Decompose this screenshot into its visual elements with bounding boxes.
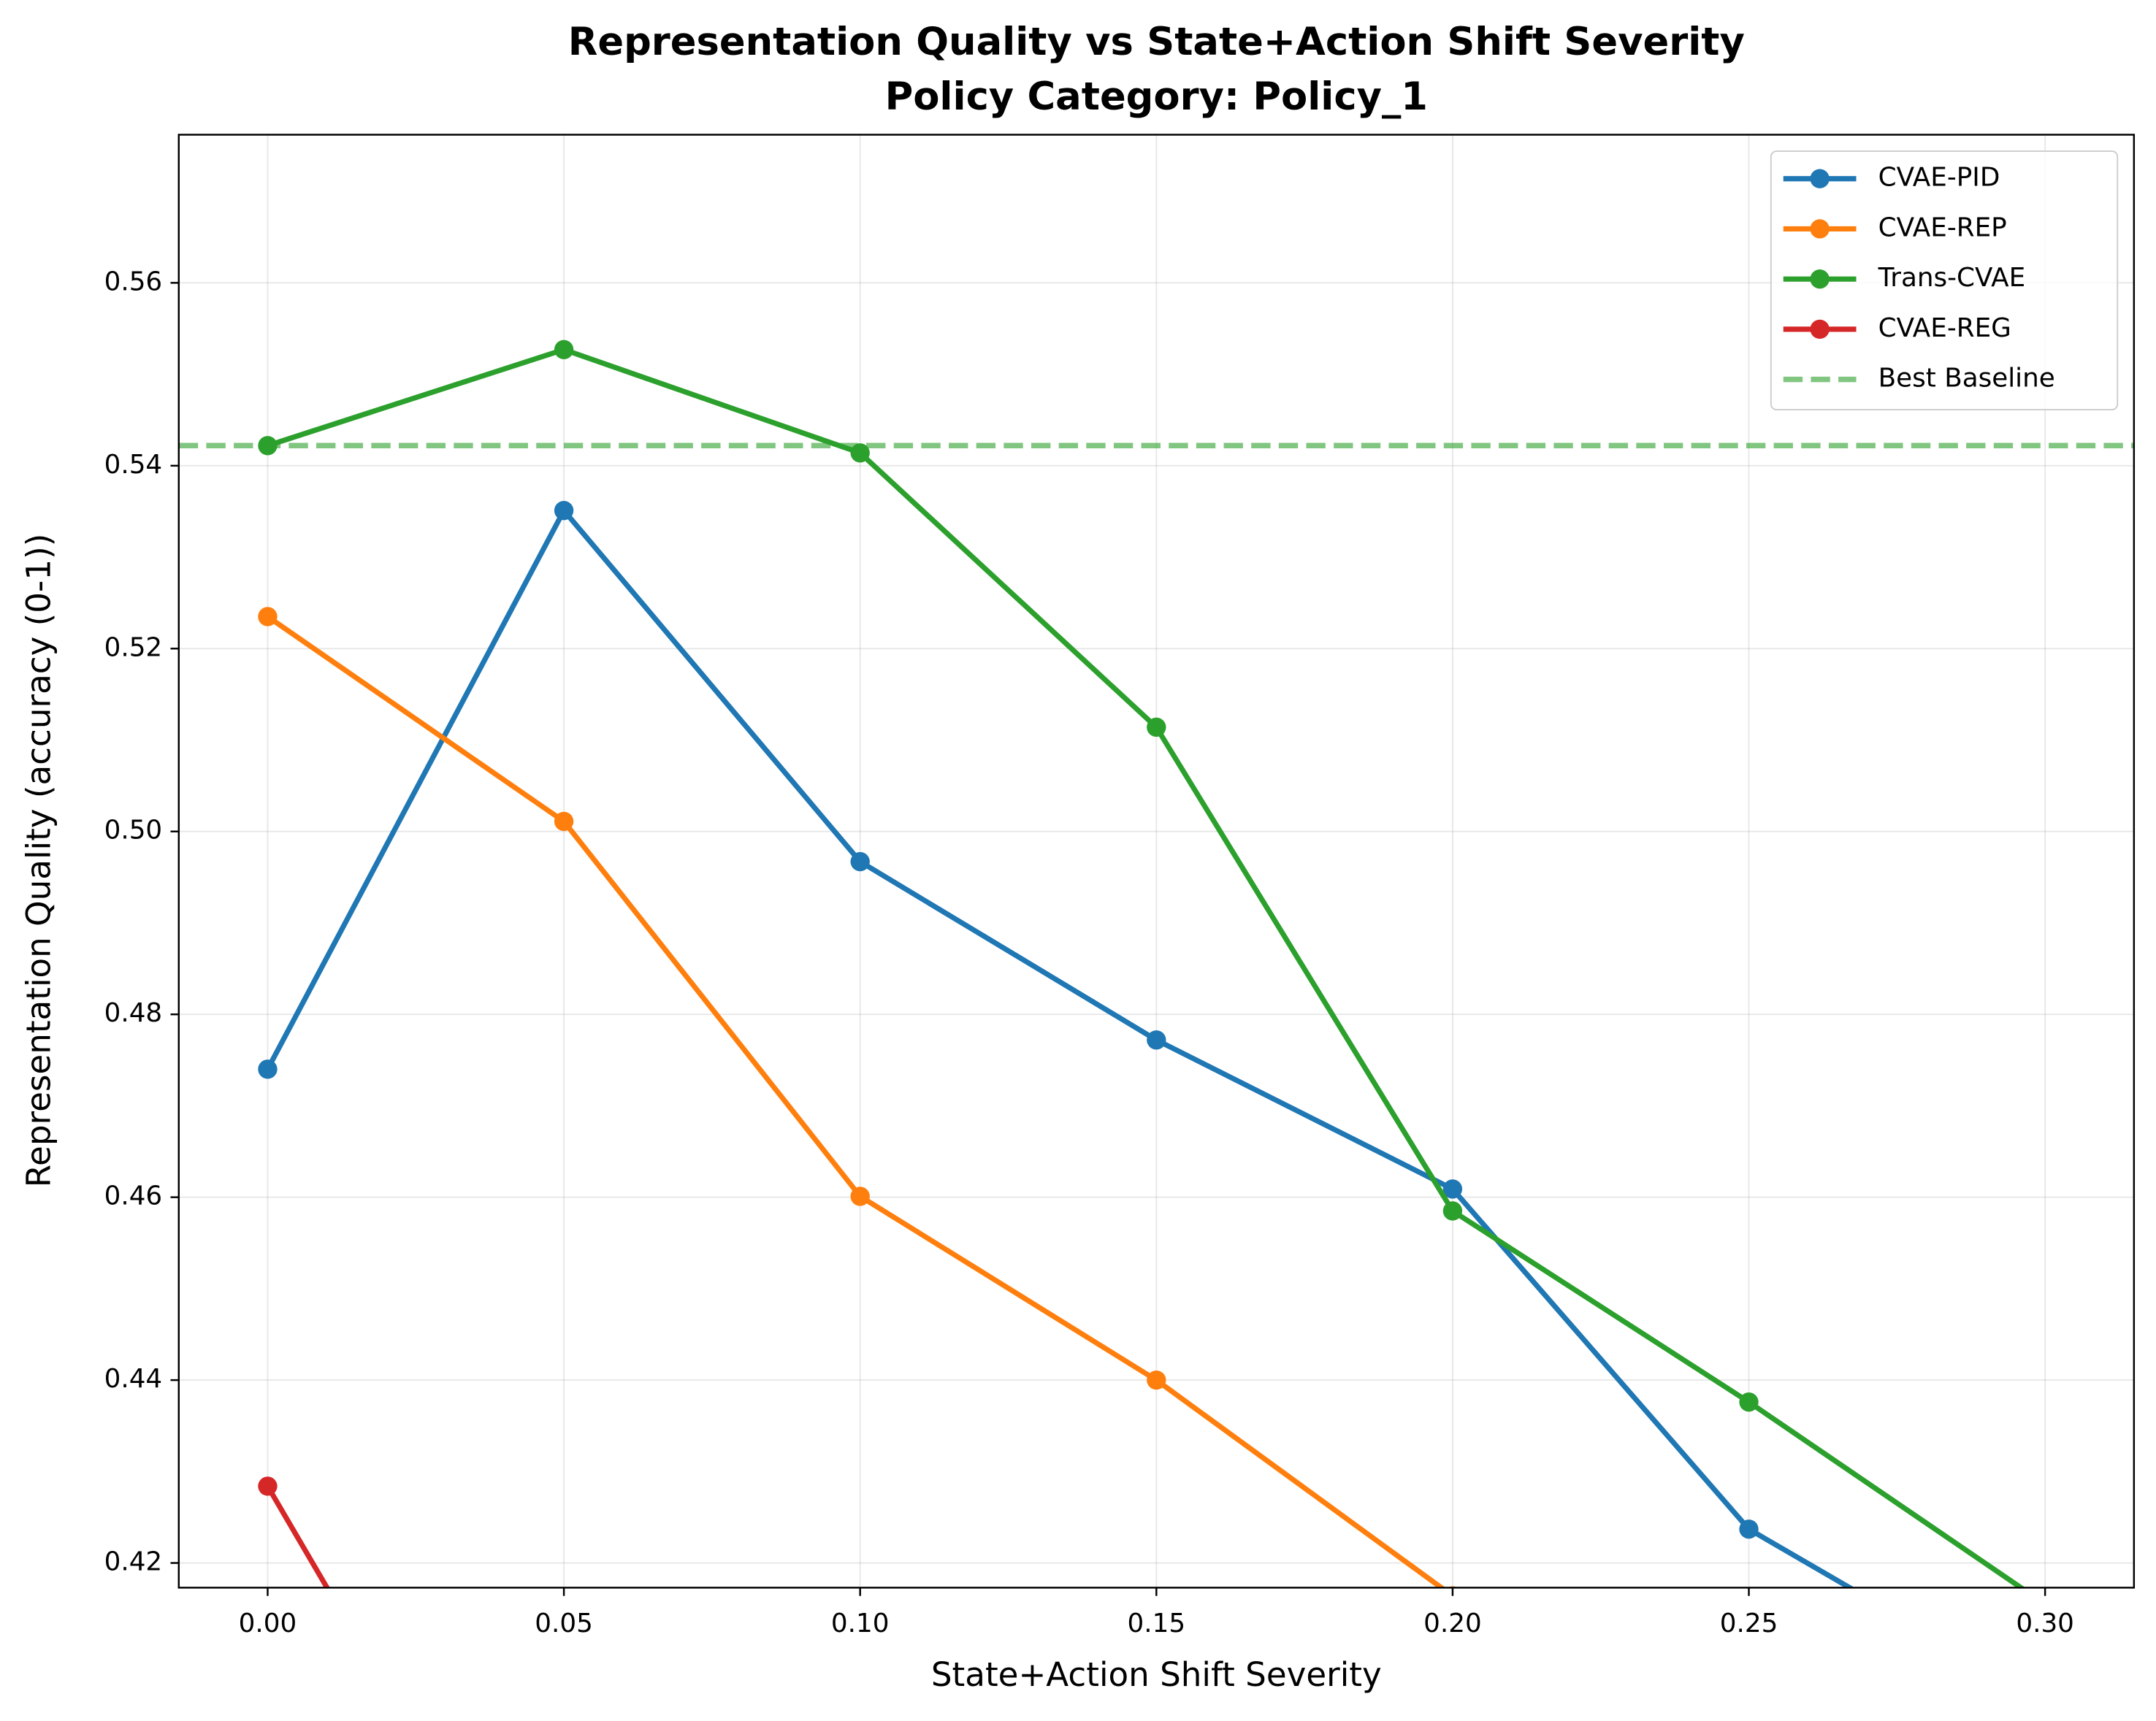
x-tick-label: 0.25 (1720, 1609, 1778, 1638)
legend-marker (1810, 219, 1830, 239)
y-axis-label: Representation Quality (accuracy (0-1)) (20, 534, 58, 1188)
y-tick-label: 0.52 (104, 632, 163, 662)
data-point (1442, 1179, 1463, 1199)
y-tick-label: 0.46 (104, 1181, 163, 1211)
legend-label: Trans-CVAE (1878, 263, 2026, 293)
legend: CVAE-PID CVAE-REP Trans-CVAE CVAE-REG Best B… (1770, 150, 2119, 410)
y-tick-label: 0.44 (104, 1364, 163, 1394)
y-tick-label: 0.48 (104, 998, 163, 1028)
data-point (850, 851, 870, 872)
data-point (1739, 1519, 1759, 1539)
data-point (258, 1059, 278, 1079)
x-axis-label: State+Action Shift Severity (931, 1655, 1382, 1694)
data-point (258, 436, 278, 456)
x-tick-label: 0.05 (535, 1609, 593, 1638)
legend-label: CVAE-REG (1878, 313, 2011, 343)
legend-box (1770, 150, 2119, 410)
legend-label: CVAE-REP (1878, 212, 2007, 242)
data-point (1442, 1201, 1463, 1221)
data-point (850, 1187, 870, 1206)
data-point (1739, 1392, 1759, 1412)
chart-title: Representation Quality vs State+Action S… (568, 20, 1745, 64)
y-tick-label: 0.42 (104, 1547, 163, 1577)
x-tick-label: 0.15 (1128, 1609, 1186, 1638)
y-tick-label: 0.50 (104, 816, 163, 846)
data-point (1147, 1370, 1166, 1390)
data-point (554, 340, 574, 359)
y-tick-label: 0.56 (104, 267, 163, 296)
plot-area (178, 340, 2134, 1710)
data-point (554, 501, 574, 521)
legend-marker (1810, 169, 1830, 188)
data-point (850, 443, 870, 463)
series-line (265, 1484, 330, 1588)
y-tick-label: 0.54 (104, 450, 163, 480)
legend-marker (1810, 269, 1830, 289)
data-point (1147, 1030, 1166, 1050)
x-tick-label: 0.20 (1423, 1609, 1482, 1638)
data-point (2035, 1691, 2054, 1710)
legend-label: CVAE-PID (1878, 163, 2000, 193)
x-tick-label: 0.10 (831, 1609, 890, 1638)
x-tick-label: 0.00 (239, 1609, 297, 1638)
ticks: 0.00 0.05 0.10 0.15 0.20 0.25 0.30 0.42 0.44 0.46… (104, 267, 2074, 1638)
x-tick-label: 0.30 (2016, 1609, 2074, 1638)
grid (178, 134, 2134, 1588)
data-point (258, 1476, 278, 1496)
data-point (554, 811, 574, 832)
chart-subtitle: Policy Category: Policy_1 (885, 74, 1428, 119)
legend-marker (1810, 319, 1830, 340)
legend-label: Best Baseline (1878, 364, 2055, 394)
data-point (1147, 717, 1166, 737)
data-point (258, 607, 278, 626)
